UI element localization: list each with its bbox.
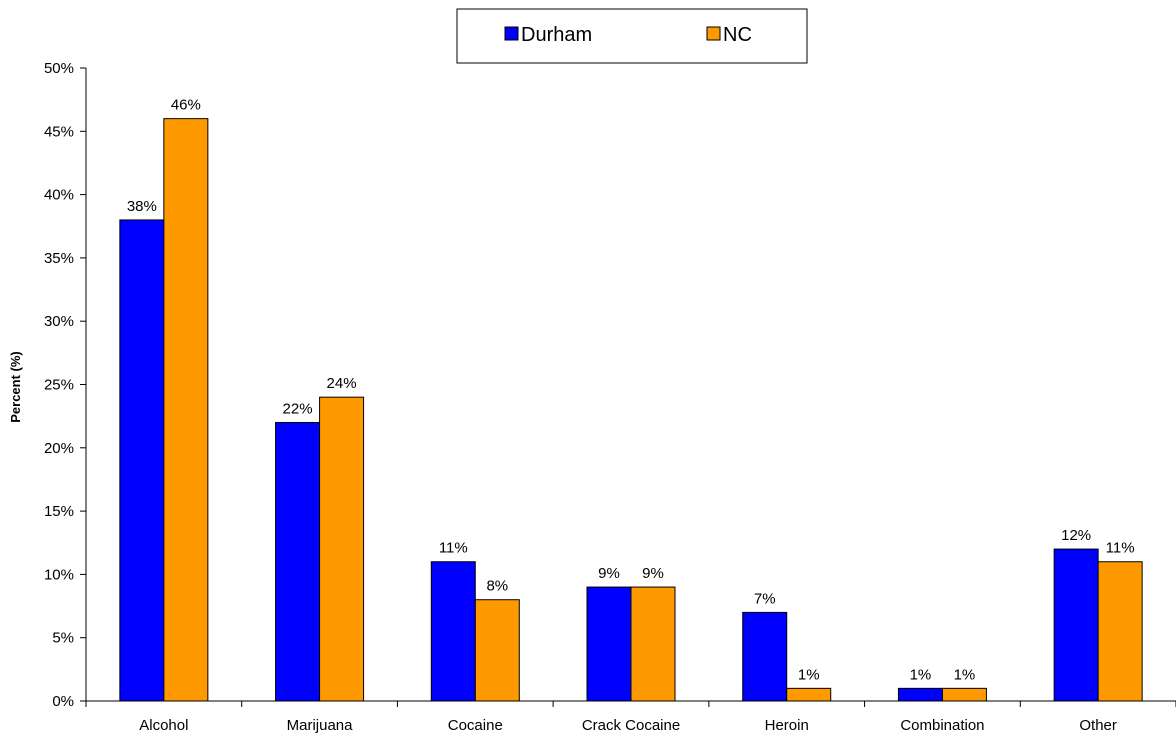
bar-nc xyxy=(1097,561,1143,702)
y-tick-label: 5% xyxy=(52,630,74,647)
data-label-durham: 11% xyxy=(439,540,468,557)
bar-nc xyxy=(786,687,832,702)
data-label-nc: 9% xyxy=(642,565,664,582)
bar-durham xyxy=(119,219,165,702)
category-label: Marijuana xyxy=(287,717,354,734)
bar-nc xyxy=(319,396,365,702)
bar-nc xyxy=(474,599,520,702)
data-label-nc: 24% xyxy=(327,375,357,392)
y-tick-label: 30% xyxy=(44,313,74,330)
plot-area: 0% 5% 10% 15% 20% 25% 30% 35% 40% 45% 50% 38% 46% Alc… xyxy=(44,60,1176,734)
data-label-nc: 1% xyxy=(798,666,820,683)
bar-nc xyxy=(630,586,676,702)
data-label-nc: 8% xyxy=(486,578,508,595)
bar-nc xyxy=(163,118,209,702)
y-tick-label: 50% xyxy=(44,60,74,77)
y-axis-title: Percent (%) xyxy=(8,351,23,423)
data-label-durham: 9% xyxy=(598,565,620,582)
legend-label-nc: NC xyxy=(723,24,752,46)
data-label-nc: 1% xyxy=(954,666,976,683)
y-tick-label: 20% xyxy=(44,440,74,457)
category-label: Heroin xyxy=(765,717,809,734)
legend-label-durham: Durham xyxy=(521,24,592,46)
category-label: Crack Cocaine xyxy=(582,717,680,734)
data-label-durham: 38% xyxy=(127,198,157,215)
data-label-durham: 7% xyxy=(754,590,776,607)
data-label-durham: 1% xyxy=(910,666,932,683)
bar-durham xyxy=(1053,548,1099,702)
y-tick-label: 40% xyxy=(44,187,74,204)
category-label: Cocaine xyxy=(448,717,503,734)
y-tick-label: 25% xyxy=(44,377,74,394)
y-tick-label: 35% xyxy=(44,250,74,267)
legend: Durham NC xyxy=(456,8,808,64)
y-tick-label: 15% xyxy=(44,503,74,520)
data-label-nc: 46% xyxy=(171,97,201,114)
category-label: Combination xyxy=(900,717,984,734)
legend-swatch-nc xyxy=(706,26,721,41)
y-tick-label: 10% xyxy=(44,566,74,583)
bar-durham xyxy=(430,561,476,702)
data-label-nc: 11% xyxy=(1106,540,1135,557)
data-label-durham: 22% xyxy=(283,400,313,417)
bar-durham xyxy=(586,586,632,702)
data-label-durham: 12% xyxy=(1061,527,1091,544)
bar-durham xyxy=(275,421,321,702)
category-label: Alcohol xyxy=(139,717,188,734)
legend-swatch-durham xyxy=(504,26,519,41)
bar-durham xyxy=(742,611,788,702)
bar-durham xyxy=(897,687,943,702)
category-label: Other xyxy=(1079,717,1117,734)
y-tick-label: 45% xyxy=(44,123,74,140)
bar-nc xyxy=(941,687,987,702)
y-tick-label: 0% xyxy=(52,693,74,710)
